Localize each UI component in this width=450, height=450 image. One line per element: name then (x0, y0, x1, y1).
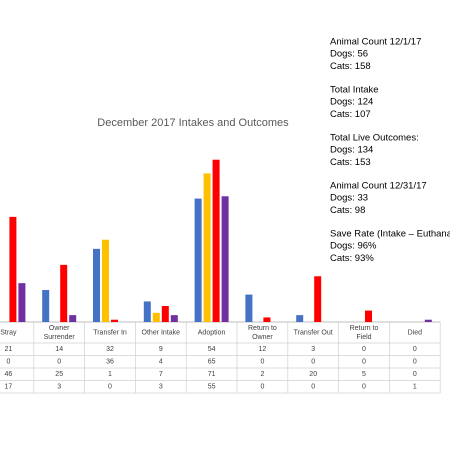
table-value: 71 (208, 371, 216, 378)
table-value: 3 (57, 384, 61, 391)
bar (221, 196, 229, 322)
bar (245, 294, 253, 322)
summary-note: Save Rate (Intake – Euthanasia/ (330, 229, 450, 240)
summary-note: Animal Count 12/31/17 (330, 181, 427, 192)
category-label: Died (408, 329, 423, 336)
category-label: Return to Owner (248, 325, 277, 341)
category-label: Transfer In (93, 329, 127, 336)
table-value: 0 (6, 359, 10, 366)
category-label: Owner Surrender (44, 325, 76, 341)
table-value: 0 (260, 384, 264, 391)
summary-note: Dogs: 124 (330, 97, 373, 108)
table-value: 0 (57, 359, 61, 366)
bar (143, 301, 151, 322)
bar (212, 159, 220, 322)
table-value: 1 (108, 371, 112, 378)
bar (203, 173, 211, 322)
table-value: 0 (108, 384, 112, 391)
table-value: 32 (106, 346, 114, 353)
table-value: 0 (362, 359, 366, 366)
summary-note: Dogs: 56 (330, 49, 368, 60)
bar (170, 315, 178, 322)
table-value: 0 (413, 346, 417, 353)
table-value: 36 (106, 359, 114, 366)
bar (9, 216, 17, 322)
table-value: 5 (362, 371, 366, 378)
table-value: 25 (55, 371, 63, 378)
summary-note: Dogs: 134 (330, 145, 373, 156)
table-value: 0 (362, 346, 366, 353)
table-value: 54 (208, 346, 216, 353)
category-label: Return to Field (350, 325, 379, 341)
bar (314, 276, 322, 322)
table-value: 0 (413, 359, 417, 366)
table-value: 14 (55, 346, 63, 353)
summary-note: Animal Count 12/1/17 (330, 37, 421, 48)
bar (263, 317, 271, 322)
bar (69, 315, 77, 322)
table-value: 12 (259, 346, 267, 353)
bar (194, 198, 202, 322)
table-value: 3 (311, 346, 315, 353)
summary-note: Cats: 107 (330, 109, 371, 120)
bar (102, 239, 109, 322)
summary-note: Cats: 98 (330, 205, 365, 216)
table-value: 21 (5, 346, 13, 353)
bar (111, 319, 118, 322)
bar (60, 264, 68, 322)
bar (424, 319, 432, 322)
bar (161, 306, 169, 322)
summary-note: Total Intake (330, 85, 379, 96)
chart-title: December 2017 Intakes and Outcomes (97, 117, 289, 129)
summary-note: Dogs: 33 (330, 193, 368, 204)
category-label: Stray (0, 329, 17, 336)
summary-note: Cats: 93% (330, 253, 374, 264)
summary-note: Cats: 158 (330, 61, 371, 72)
table-value: 9 (159, 346, 163, 353)
category-label: Adoption (198, 329, 226, 336)
category-label: Other Intake (142, 329, 181, 336)
table-value: 0 (311, 384, 315, 391)
table-value: 3 (159, 384, 163, 391)
bar (365, 310, 372, 322)
summary-note: Total Live Outcomes: (330, 133, 419, 144)
bar (93, 248, 100, 322)
summary-note: Dogs: 96% (330, 241, 377, 252)
table-value: 65 (208, 359, 216, 366)
category-label: Transfer Out (294, 329, 333, 336)
table-value: 0 (260, 359, 264, 366)
table-value: 46 (5, 371, 13, 378)
bar (42, 290, 50, 322)
table-value: 55 (208, 384, 216, 391)
table-value: 17 (5, 384, 13, 391)
bar (18, 283, 26, 322)
table-value: 1 (413, 384, 417, 391)
table-value: 20 (309, 371, 317, 378)
table-value: 0 (311, 359, 315, 366)
bar (296, 315, 304, 322)
summary-note: Cats: 153 (330, 157, 371, 168)
table-value: 0 (413, 371, 417, 378)
table-value: 4 (159, 359, 163, 366)
table-value: 7 (159, 371, 163, 378)
table-value: 2 (260, 371, 264, 378)
bar (152, 312, 160, 322)
table-value: 0 (362, 384, 366, 391)
